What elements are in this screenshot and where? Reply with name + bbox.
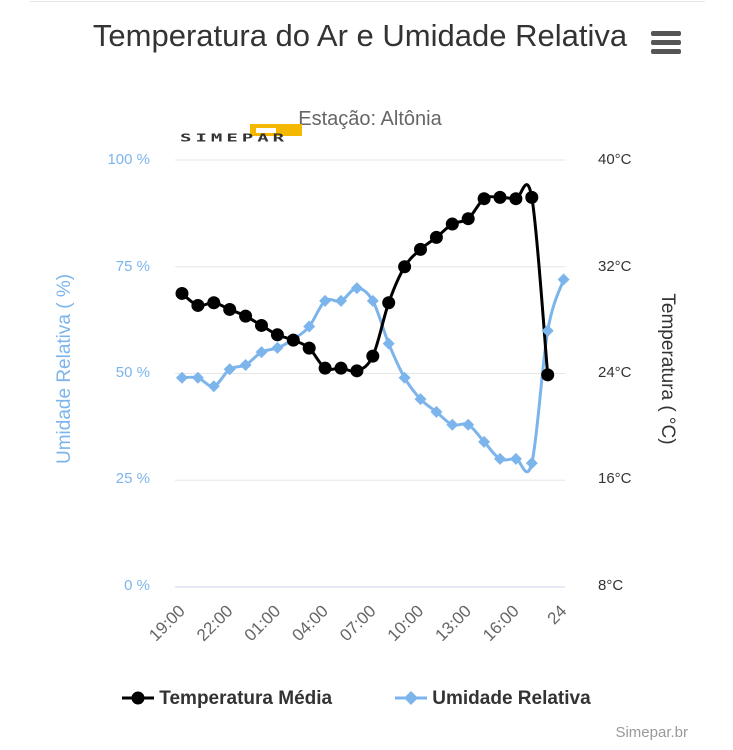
humidity-point[interactable] xyxy=(446,418,459,431)
temperature-point[interactable] xyxy=(334,361,348,375)
credits-link[interactable]: Simepar.br xyxy=(615,724,688,741)
temperature-point[interactable] xyxy=(175,286,189,300)
temperature-point[interactable] xyxy=(477,192,491,206)
temperature-point[interactable] xyxy=(270,328,284,342)
x-tick-label: 10:00 xyxy=(384,601,428,645)
y-left-tick: 25 % xyxy=(115,470,150,487)
x-tick-label: 16:00 xyxy=(479,601,523,645)
humidity-point[interactable] xyxy=(223,363,236,376)
x-tick-label: 04:00 xyxy=(288,601,332,645)
temperature-point[interactable] xyxy=(223,302,237,316)
legend-umidade[interactable]: Umidade Relativa xyxy=(395,688,591,710)
temperature-point[interactable] xyxy=(429,230,443,244)
y-left-tick: 75 % xyxy=(115,258,150,275)
y-right-tick: 16°C xyxy=(598,470,632,487)
temperature-point[interactable] xyxy=(191,298,205,312)
y-right-tick: 24°C xyxy=(598,364,632,381)
humidity-point[interactable] xyxy=(509,452,522,465)
logo-mark-icon xyxy=(250,124,302,136)
legend-label: Umidade Relativa xyxy=(432,688,591,709)
temperature-point[interactable] xyxy=(445,217,459,231)
temperature-point[interactable] xyxy=(286,333,300,347)
y-right-tick: 8°C xyxy=(598,577,624,594)
humidity-point[interactable] xyxy=(414,393,427,406)
temperature-point[interactable] xyxy=(239,309,253,323)
x-tick-label: 24 xyxy=(544,601,571,628)
temperature-series-line xyxy=(180,183,550,377)
x-tick-label: 13:00 xyxy=(432,601,476,645)
x-tick-label: 19:00 xyxy=(145,601,189,645)
temperature-point[interactable] xyxy=(541,368,555,382)
humidity-point[interactable] xyxy=(478,435,491,448)
chart-title: Temperatura do Ar e Umidade Relativa xyxy=(92,18,628,53)
y-left-tick: 0 % xyxy=(124,577,150,594)
simepar-logo: SIMEPAR xyxy=(180,122,305,154)
temperature-point[interactable] xyxy=(302,341,316,355)
legend-line-diamond-icon xyxy=(395,691,427,705)
humidity-point[interactable] xyxy=(462,418,475,431)
temperature-point[interactable] xyxy=(382,296,396,310)
humidity-point[interactable] xyxy=(398,371,411,384)
temperature-point[interactable] xyxy=(414,242,427,256)
y-right-tick: 32°C xyxy=(598,258,632,275)
temperature-point[interactable] xyxy=(255,318,268,332)
humidity-point[interactable] xyxy=(191,371,204,384)
x-tick-label: 01:00 xyxy=(241,601,285,645)
humidity-point[interactable] xyxy=(525,457,538,470)
humidity-point[interactable] xyxy=(541,324,554,337)
top-divider xyxy=(30,1,705,2)
humidity-point[interactable] xyxy=(366,294,379,307)
humidity-point[interactable] xyxy=(382,337,395,350)
logo-text: SIMEPAR xyxy=(180,132,289,145)
legend-line-circle-icon xyxy=(122,691,154,705)
y-left-tick: 50 % xyxy=(115,364,150,381)
temperature-point[interactable] xyxy=(366,349,380,363)
temperature-point[interactable] xyxy=(493,190,507,204)
humidity-series-line xyxy=(180,278,566,474)
legend-label: Temperatura Média xyxy=(159,688,333,709)
chart-subtitle: Estação: Altônia xyxy=(298,108,442,130)
humidity-point[interactable] xyxy=(350,282,363,295)
humidity-point[interactable] xyxy=(319,294,332,307)
humidity-point[interactable] xyxy=(176,371,188,384)
y-right-tick: 40°C xyxy=(598,151,632,168)
humidity-point[interactable] xyxy=(239,358,252,371)
temperature-point[interactable] xyxy=(350,364,364,378)
temperature-point[interactable] xyxy=(318,361,332,375)
temperature-point[interactable] xyxy=(525,190,539,204)
humidity-point[interactable] xyxy=(271,341,284,354)
humidity-point[interactable] xyxy=(494,452,506,465)
humidity-point[interactable] xyxy=(207,380,220,393)
hamburger-menu-icon[interactable] xyxy=(647,26,685,60)
temperature-point[interactable] xyxy=(509,192,523,206)
temperature-point[interactable] xyxy=(207,296,221,310)
y-left-tick: 100 % xyxy=(107,151,150,168)
humidity-point[interactable] xyxy=(557,273,570,286)
humidity-point[interactable] xyxy=(255,346,268,359)
x-tick-label: 22:00 xyxy=(193,601,237,645)
humidity-point[interactable] xyxy=(303,320,316,333)
legend-temperatura[interactable]: Temperatura Média xyxy=(122,688,332,710)
temperature-point[interactable] xyxy=(398,260,412,274)
humidity-point[interactable] xyxy=(430,405,443,418)
temperature-point[interactable] xyxy=(461,212,475,226)
x-tick-label: 07:00 xyxy=(336,601,380,645)
humidity-point[interactable] xyxy=(335,294,347,307)
